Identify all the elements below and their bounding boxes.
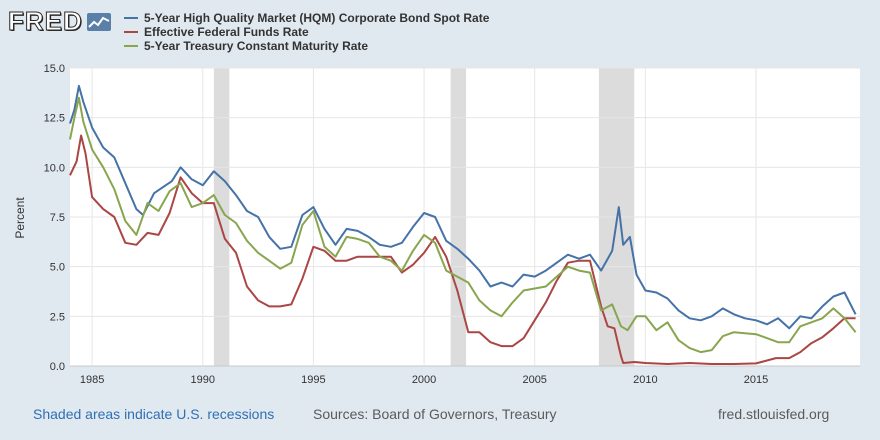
legend-item-hqm[interactable]: 5-Year High Quality Market (HQM) Corpora… (124, 11, 489, 25)
x-tick-label: 2000 (412, 374, 436, 386)
chart-trend-icon (86, 12, 111, 31)
brand-name: FRED (8, 6, 83, 37)
legend-label-hqm: 5-Year High Quality Market (HQM) Corpora… (144, 11, 490, 25)
legend-swatch-fedfunds (124, 31, 138, 33)
y-tick-label: 2.5 (50, 311, 65, 323)
series-lines (69, 84, 857, 365)
legend-swatch-hqm (124, 17, 138, 19)
y-tick-label: 7.5 (50, 212, 65, 224)
y-tick-label: 15.0 (44, 63, 65, 75)
y-axis-ticks: 0.0 2.5 5.0 7.5 10.0 12.5 15.0 (44, 63, 65, 373)
x-tick-label: 2015 (744, 374, 768, 386)
legend-item-fedfunds[interactable]: Effective Federal Funds Rate (124, 25, 489, 39)
series-line-fedfunds (69, 134, 856, 365)
y-tick-label: 10.0 (44, 162, 65, 174)
x-tick-label: 1985 (80, 374, 104, 386)
legend-swatch-treasury (124, 45, 138, 47)
gridlines (70, 67, 860, 367)
legend-label-treasury: 5-Year Treasury Constant Maturity Rate (144, 39, 369, 53)
series-line-treasury (69, 96, 857, 354)
fred-logo[interactable]: FRED (8, 6, 111, 37)
legend: 5-Year High Quality Market (HQM) Corpora… (124, 11, 489, 53)
y-tick-label: 12.5 (44, 113, 65, 125)
series-line-hqm (69, 84, 857, 330)
x-tick-label: 2005 (522, 374, 546, 386)
x-tick-label: 1995 (301, 374, 325, 386)
x-axis-ticks: 1985 1990 1995 2000 2005 2010 2015 (80, 374, 768, 386)
fred-url-link[interactable]: fred.stlouisfed.org (718, 406, 830, 422)
x-tick-label: 2010 (633, 374, 657, 386)
y-axis-label: Percent (13, 197, 27, 239)
y-tick-label: 0.0 (50, 361, 65, 373)
legend-item-treasury[interactable]: 5-Year Treasury Constant Maturity Rate (124, 39, 489, 53)
x-tick-label: 1990 (191, 374, 215, 386)
recession-note: Shaded areas indicate U.S. recessions (33, 406, 275, 422)
sources-text: Sources: Board of Governors, Treasury (313, 406, 557, 422)
legend-label-fedfunds: Effective Federal Funds Rate (144, 25, 309, 39)
y-tick-label: 5.0 (50, 262, 65, 274)
